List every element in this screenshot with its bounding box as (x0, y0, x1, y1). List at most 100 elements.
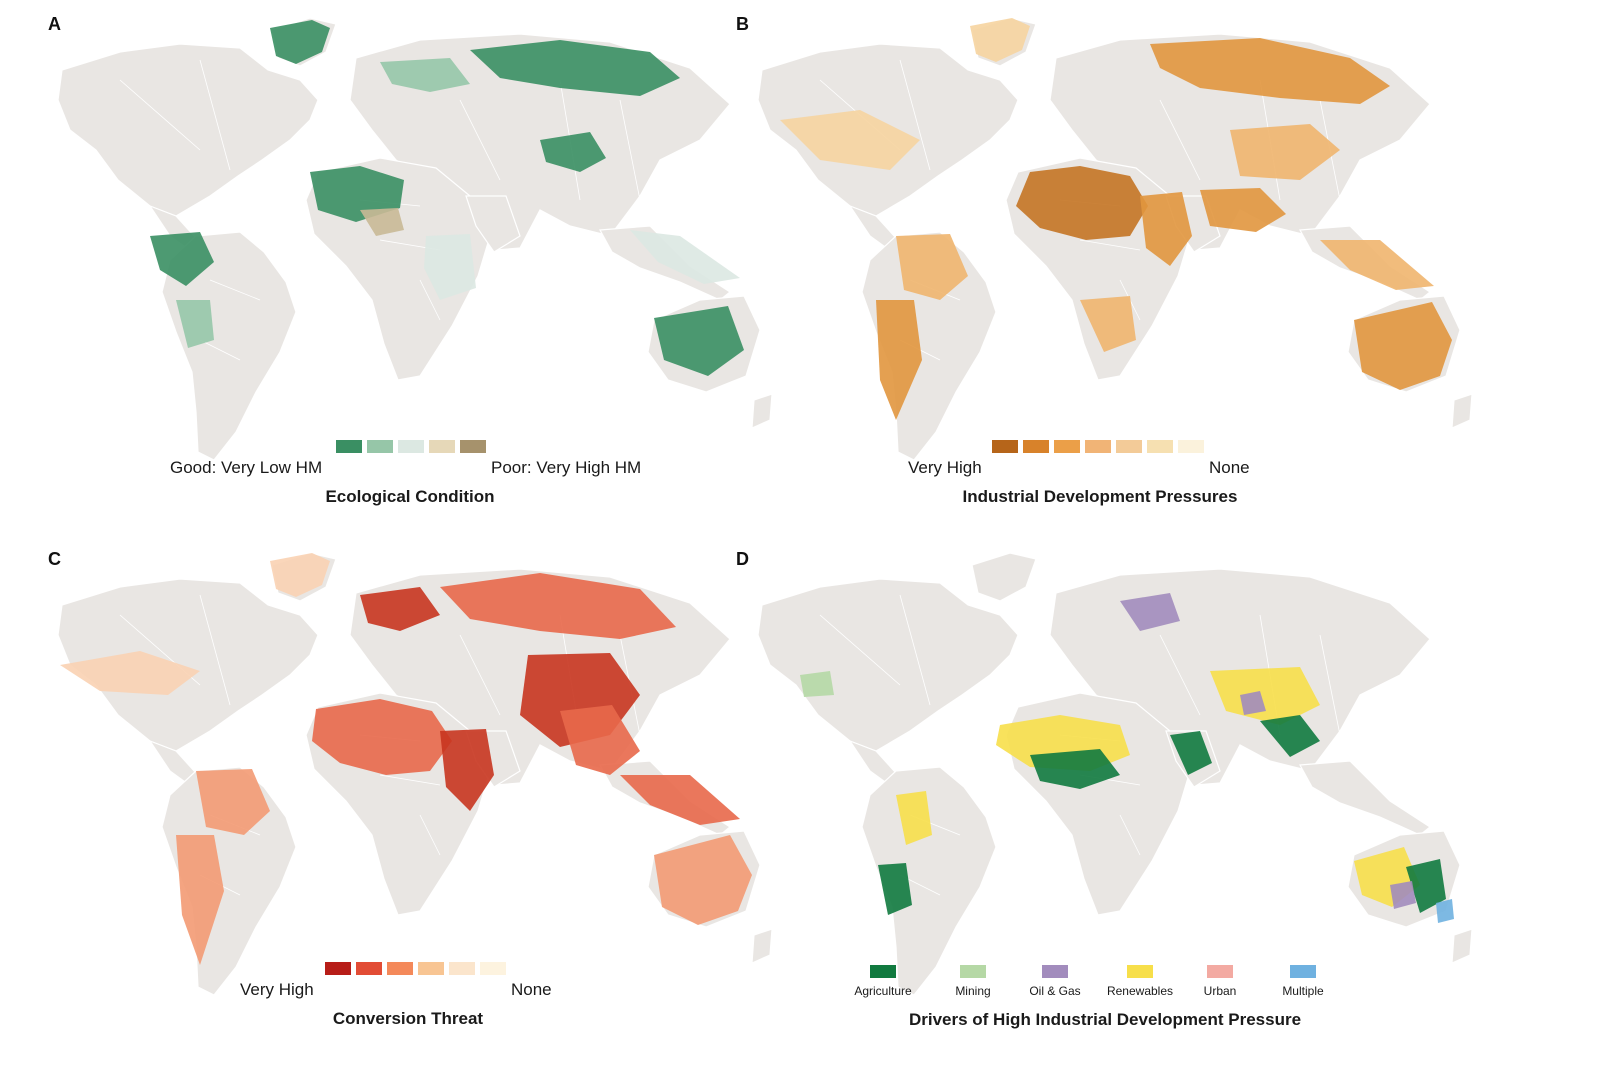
border-line (199, 594, 231, 706)
legend-title: Drivers of High Industrial Development P… (908, 1010, 1302, 1029)
legend-swatch (367, 440, 393, 453)
overlay-region (878, 863, 912, 915)
legend-swatch (460, 440, 486, 453)
legend-swatch (1042, 965, 1068, 978)
legend-swatch (418, 962, 444, 975)
overlay-region (196, 769, 270, 835)
legend-title: Industrial Development Pressures (962, 487, 1238, 506)
border-line (379, 774, 441, 786)
legend-title: Conversion Threat (332, 1009, 484, 1028)
world-map (57, 552, 773, 996)
legend-item-multiple: Multiple (1253, 965, 1353, 998)
legend-item-urban: Urban (1170, 965, 1270, 998)
legend-low-label: Good: Very Low HM (170, 458, 323, 477)
border-line (419, 279, 441, 321)
overlay-region (1080, 296, 1136, 352)
data-overlays (800, 593, 1454, 923)
border-line (1319, 634, 1341, 736)
overlay-region (540, 132, 606, 172)
legend-item-mining: Mining (923, 965, 1023, 998)
overlay-region (360, 587, 440, 631)
overlay-region (270, 553, 330, 597)
land-new-zealand (751, 393, 773, 429)
overlay-region (630, 230, 740, 284)
legend-label: Agriculture (854, 984, 912, 998)
overlay-region (176, 300, 214, 348)
legend-item-renewables: Renewables (1090, 965, 1190, 998)
legend-label: Urban (1203, 984, 1237, 998)
overlay-region (876, 300, 922, 420)
land-greenland (971, 552, 1037, 602)
legend-swatch (1116, 440, 1142, 453)
panel-conversion-threat: C Very High None Conversion Threat (0, 535, 780, 1070)
border-line (819, 614, 901, 686)
overlay-region (1170, 731, 1212, 775)
legend-swatch (960, 965, 986, 978)
overlay-region (1200, 188, 1286, 232)
panel-ecological-condition: A Good: Very Low HM Poor: Very High HM E… (0, 0, 780, 535)
legend-swatch (1085, 440, 1111, 453)
overlay-region (1240, 691, 1266, 715)
overlay-region (1120, 593, 1180, 631)
legend-swatch (387, 962, 413, 975)
land-north-america (757, 578, 1019, 752)
overlay-region (1030, 749, 1120, 789)
legend-none-label: None (1209, 458, 1250, 477)
legend-none-label: None (511, 980, 552, 999)
border-line (199, 59, 231, 171)
legend-swatch (449, 962, 475, 975)
overlay-region (150, 232, 214, 286)
legend-swatch (1290, 965, 1316, 978)
land-south-america (861, 766, 997, 996)
legend-title: Ecological Condition (325, 487, 495, 506)
border-line (1079, 239, 1141, 251)
world-map (757, 17, 1473, 461)
border-line (1159, 99, 1201, 181)
legend-swatch (429, 440, 455, 453)
legend-swatch (1207, 965, 1233, 978)
overlay-region (1406, 859, 1446, 913)
legend-item-oil-gas: Oil & Gas (1005, 965, 1105, 998)
overlay-region (470, 40, 680, 96)
panel-label: C (48, 549, 61, 569)
panel-label: A (48, 14, 61, 34)
legend-label: Multiple (1282, 984, 1324, 998)
legend-swatch (1178, 440, 1204, 453)
overlay-region (1436, 899, 1454, 923)
legend-high-label: Very High (240, 980, 314, 999)
land-south-america (161, 231, 297, 461)
border-line (459, 634, 501, 716)
legend-swatch (1054, 440, 1080, 453)
legend-swatch (336, 440, 362, 453)
legend-swatches (992, 440, 1209, 453)
border-line (1119, 814, 1141, 856)
border-line (119, 79, 201, 151)
overlay-region (1150, 38, 1390, 104)
overlay-region (1320, 240, 1434, 290)
legend-high-label: Poor: Very High HM (491, 458, 642, 477)
overlay-region (380, 58, 470, 92)
overlay-region (780, 110, 920, 170)
legend-swatch (325, 962, 351, 975)
legend-high-label: Very High (908, 458, 982, 477)
overlay-region (1140, 192, 1192, 266)
border-line (459, 99, 501, 181)
overlay-region (800, 671, 834, 697)
world-map (757, 552, 1473, 996)
land-arabia (465, 195, 521, 253)
legend-swatch (356, 962, 382, 975)
overlay-region (176, 835, 224, 965)
border-line (419, 814, 441, 856)
overlay-region (312, 699, 452, 775)
legend-swatches (336, 440, 491, 453)
overlay-region (1210, 667, 1320, 725)
country-borders (119, 59, 641, 361)
legend-swatch (870, 965, 896, 978)
overlay-region (1390, 881, 1416, 909)
border-line (899, 594, 931, 706)
overlay-region (360, 208, 404, 236)
overlay-region (424, 234, 476, 300)
border-line (1159, 634, 1201, 716)
world-map (57, 17, 773, 461)
overlay-region (970, 18, 1030, 62)
